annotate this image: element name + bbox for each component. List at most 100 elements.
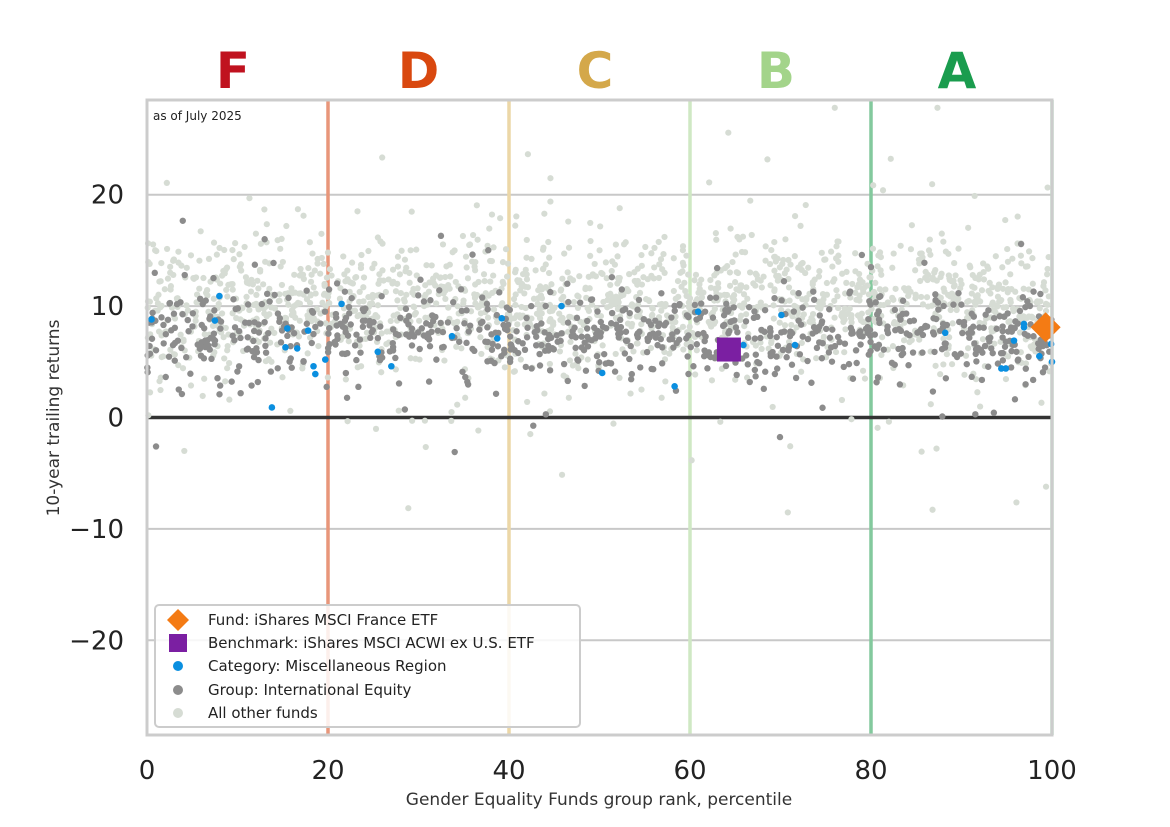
all-other-funds-point [1013, 499, 1020, 506]
all-other-funds-point [861, 284, 868, 291]
group-international-equity-point [514, 349, 522, 357]
all-other-funds-point [931, 269, 938, 276]
all-other-funds-point [187, 382, 195, 389]
group-international-equity-point [187, 370, 194, 377]
all-other-funds-point [304, 350, 311, 357]
all-other-funds-point [682, 287, 689, 295]
group-international-equity-point [942, 375, 950, 382]
group-international-equity-point [939, 413, 946, 420]
all-other-funds-point [726, 269, 733, 276]
all-other-funds-point [947, 306, 954, 314]
category-misc-region-point [1036, 352, 1043, 360]
group-international-equity-point [389, 339, 396, 347]
all-other-funds-point [407, 355, 414, 362]
group-international-equity-point [1008, 347, 1015, 355]
all-other-funds-point [766, 260, 774, 268]
group-international-equity-point [875, 293, 883, 301]
all-other-funds-point [534, 300, 541, 307]
all-other-funds-point [180, 338, 187, 345]
group-international-equity-point [547, 288, 554, 296]
all-other-funds-point [819, 290, 827, 298]
all-other-funds-point [296, 317, 303, 324]
scatter-points [144, 104, 1061, 516]
all-other-funds-point [503, 273, 511, 280]
category-misc-region-point [216, 292, 223, 300]
group-international-equity-point [942, 340, 949, 347]
all-other-funds-point [407, 247, 414, 254]
group-international-equity-point [234, 305, 242, 312]
group-international-equity-point [712, 294, 720, 301]
group-international-equity-point [217, 325, 224, 332]
all-other-funds-point [167, 263, 174, 270]
all-other-funds-point [587, 252, 594, 260]
all-other-funds-point [1018, 260, 1025, 267]
all-other-funds-point [787, 261, 794, 268]
all-other-funds-point [229, 281, 236, 288]
group-international-equity-point [376, 356, 384, 364]
group-international-equity-point [267, 368, 275, 375]
all-other-funds-point [991, 340, 998, 347]
group-international-equity-point [492, 390, 500, 397]
all-other-funds-point [1005, 318, 1012, 325]
all-other-funds-point [441, 357, 448, 364]
all-other-funds-point [869, 245, 877, 252]
x-tick-label: 60 [673, 756, 706, 786]
group-international-equity-point [216, 391, 223, 398]
group-international-equity-point [513, 328, 520, 335]
group-international-equity-point [235, 327, 243, 335]
all-other-funds-point [678, 283, 685, 290]
group-international-equity-point [408, 342, 416, 349]
group-international-equity-point [906, 317, 914, 325]
group-international-equity-point [432, 313, 439, 321]
all-other-funds-point [856, 276, 864, 283]
group-international-equity-point [463, 307, 470, 314]
all-other-funds-point [446, 261, 453, 268]
group-international-equity-point [458, 307, 465, 315]
all-other-funds-point [545, 238, 552, 246]
all-other-funds-point [196, 257, 203, 264]
group-international-equity-point [321, 308, 329, 315]
group-international-equity-point [166, 300, 173, 307]
all-other-funds-point [454, 401, 461, 408]
all-other-funds-point [358, 251, 365, 259]
all-other-funds-point [357, 261, 365, 269]
all-other-funds-point [828, 248, 835, 255]
group-international-equity-point [608, 320, 615, 327]
all-other-funds-point [885, 418, 892, 425]
all-other-funds-point [786, 297, 793, 304]
all-other-funds-point [1002, 216, 1009, 224]
group-international-equity-point [533, 322, 540, 330]
all-other-funds-point [439, 241, 447, 248]
all-other-funds-point [379, 240, 386, 247]
y-tick-label: −20 [69, 626, 124, 656]
all-other-funds-point [530, 295, 538, 302]
all-other-funds-point [871, 288, 878, 296]
all-other-funds-point [363, 329, 371, 336]
group-international-equity-point [210, 274, 217, 282]
all-other-funds-point [620, 241, 628, 248]
category-misc-region-point [304, 327, 312, 334]
group-international-equity-point [751, 308, 758, 315]
group-international-equity-point [160, 321, 167, 329]
group-international-equity-point [919, 331, 927, 339]
all-other-funds-point [1004, 245, 1011, 253]
all-other-funds-point [842, 326, 849, 333]
group-international-equity-point [622, 328, 630, 335]
group-international-equity-point [356, 336, 364, 343]
all-other-funds-point [805, 264, 812, 271]
group-international-equity-point [378, 292, 385, 300]
group-international-equity-point [637, 364, 644, 371]
group-international-equity-point [781, 328, 788, 335]
all-other-funds-point [374, 302, 382, 309]
all-other-funds-point [861, 375, 869, 382]
all-other-funds-point [344, 418, 351, 425]
group-international-equity-point [362, 305, 369, 312]
all-other-funds-point [401, 298, 408, 305]
all-other-funds-point [779, 260, 786, 268]
group-international-equity-point [584, 317, 591, 325]
all-other-funds-point [741, 249, 749, 256]
category-misc-region-point [998, 365, 1005, 372]
group-international-equity-point [958, 301, 965, 308]
all-other-funds-point [549, 305, 557, 313]
all-other-funds-point [771, 287, 778, 295]
